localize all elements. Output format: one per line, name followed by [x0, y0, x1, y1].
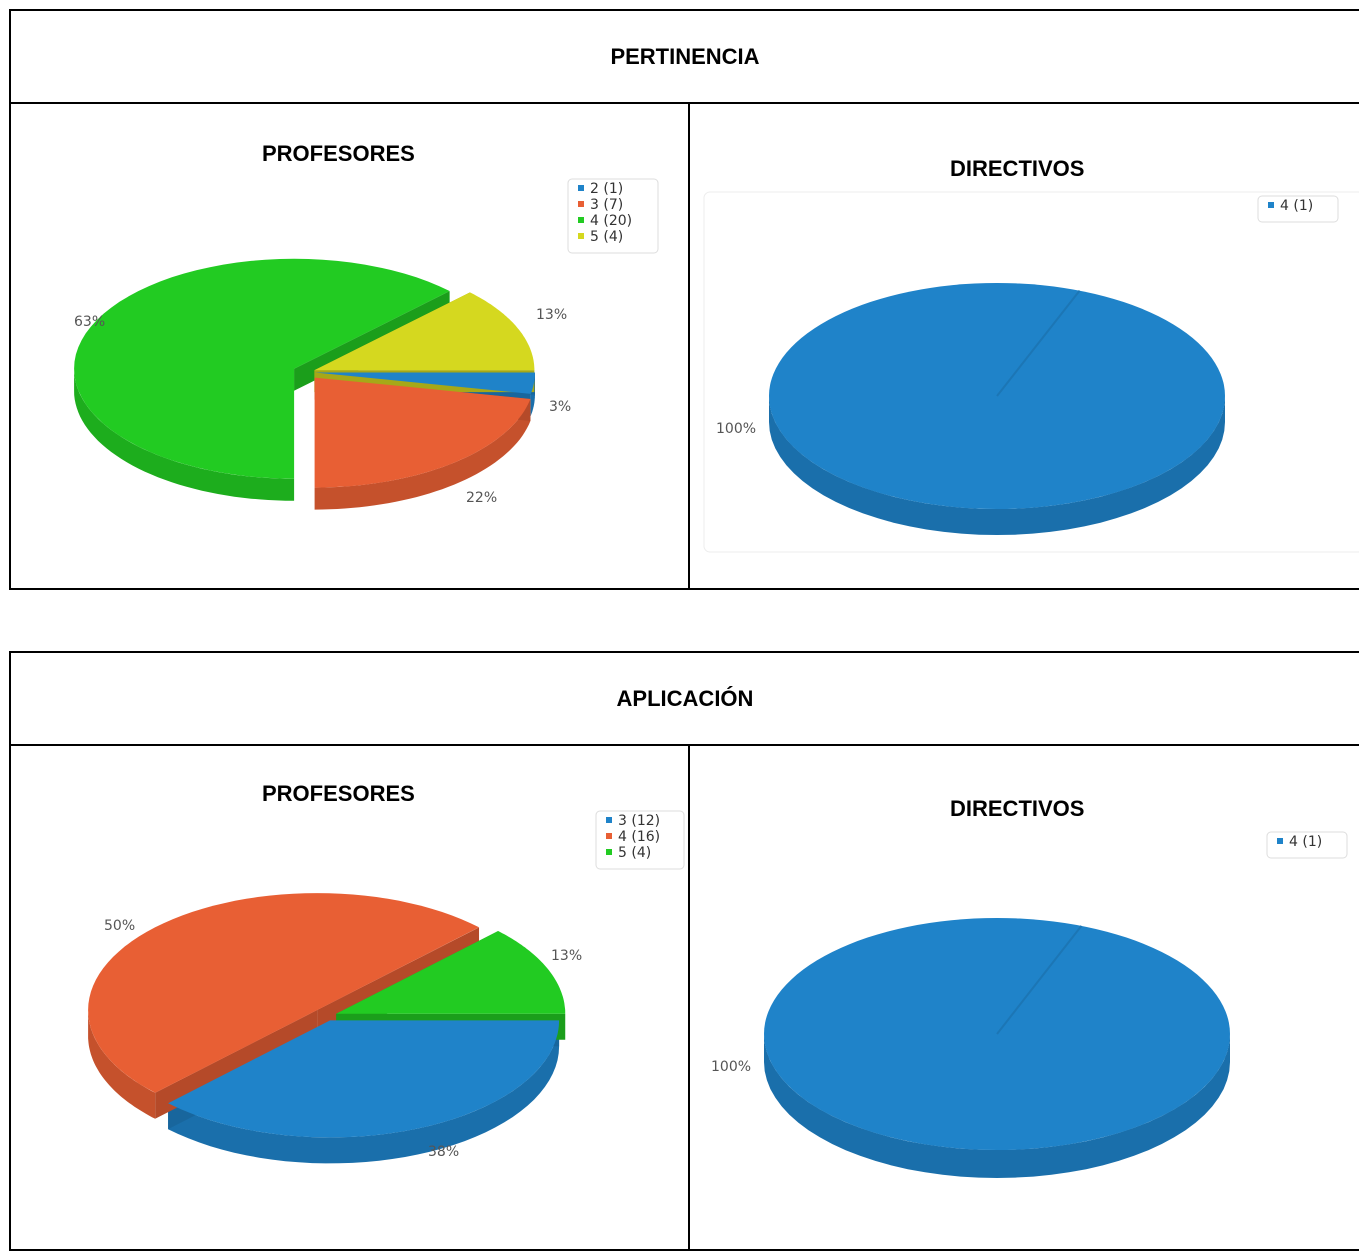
chart-cell-directivos: DIRECTIVOS 100% 4 (1): [690, 746, 1359, 1249]
pie-slice: [88, 893, 479, 1093]
legend: 4 (1): [1257, 195, 1339, 223]
pie-slices: [764, 918, 1230, 1178]
legend-item: 5 (4): [618, 845, 651, 861]
pie-slice-side: [74, 368, 295, 501]
legend-swatch: [1268, 202, 1274, 208]
legend-swatch: [606, 849, 612, 855]
legend-box: [595, 810, 685, 870]
section-pertinencia: PERTINENCIA PROFESORES 3% 22% 63% 13% 2 (1) 3…: [9, 9, 1359, 590]
legend-item: 2 (1): [590, 181, 623, 197]
legend-item: 3 (7): [590, 197, 623, 213]
pie-slices: [74, 258, 535, 510]
legend: 2 (1)3 (7)4 (20)5 (4): [567, 178, 659, 254]
chart-cell-profesores: PROFESORES 38% 50% 13% 3 (12) 4 (16) 5 (4): [11, 746, 690, 1249]
legend-item: 4 (1): [1289, 834, 1322, 850]
chart-title: DIRECTIVOS: [950, 156, 1085, 181]
percent-label: 13%: [536, 307, 567, 323]
legend: 4 (1): [1266, 831, 1348, 859]
pie-chart: 38% 50% 13% 3 (12)4 (16)5 (4): [88, 810, 685, 1164]
chart-title: DIRECTIVOS: [950, 796, 1085, 821]
legend-item: 3 (12): [618, 813, 660, 829]
legend-item: 4 (1): [1280, 198, 1313, 214]
pie-slice-side: [769, 396, 1225, 535]
legend-item: 5 (4): [590, 229, 623, 245]
pie-seam: [996, 925, 1083, 1035]
pie-slices: [88, 893, 566, 1164]
pie-slice-side: [88, 1010, 156, 1119]
legend-swatch: [606, 817, 612, 823]
chart-cell-directivos: DIRECTIVOS 100% 4 (1): [690, 104, 1359, 588]
legend-swatch: [578, 185, 584, 191]
legend-item: 4 (20): [590, 213, 632, 229]
pie-slice: [74, 258, 450, 479]
chart-title: PROFESORES: [262, 141, 415, 166]
pie-chart: 100% 4 (1): [711, 831, 1348, 1178]
pie-slice-side: [764, 1034, 1230, 1178]
percent-label: 63%: [74, 314, 105, 330]
percent-label: 50%: [104, 918, 135, 934]
chart-title: PROFESORES: [262, 781, 415, 806]
legend-item: 4 (16): [618, 829, 660, 845]
percent-label: 3%: [549, 399, 571, 415]
pie-chart: 100% 4 (1): [703, 191, 1359, 553]
pie-slice: [168, 1020, 560, 1138]
percent-label: 100%: [711, 1059, 751, 1075]
section-title: PERTINENCIA: [11, 11, 1359, 104]
legend-swatch: [578, 233, 584, 239]
pie-seam: [996, 290, 1081, 397]
pie-chart: 3% 22% 63% 13% 2 (1)3 (7)4 (20)5 (4): [74, 178, 659, 510]
section-title: APLICACIÓN: [11, 653, 1359, 746]
legend-box: [1266, 831, 1348, 859]
plot-frame: [703, 191, 1359, 553]
percent-label: 13%: [551, 948, 582, 964]
chart-cell-profesores: PROFESORES 3% 22% 63% 13% 2 (1) 3 (7) 4 (20) 5 …: [11, 104, 690, 588]
legend-swatch: [578, 201, 584, 207]
pie-slice: [315, 372, 535, 394]
pie-slices: [769, 283, 1225, 535]
pie-slice: [336, 931, 566, 1014]
pie-slice: [314, 377, 531, 488]
percent-label: 100%: [716, 421, 756, 437]
percent-label: 38%: [428, 1144, 459, 1160]
legend: 3 (12)4 (16)5 (4): [595, 810, 685, 870]
legend-box: [1257, 195, 1339, 223]
pie-slice-side: [314, 399, 531, 510]
section-aplicacion: APLICACIÓN PROFESORES 38% 50% 13% 3 (12) 4 (…: [9, 651, 1359, 1251]
pie-slice: [314, 292, 535, 371]
percent-label: 22%: [466, 490, 497, 506]
pie-slice-side: [168, 1020, 560, 1164]
legend-box: [567, 178, 659, 254]
legend-swatch: [606, 833, 612, 839]
legend-swatch: [578, 217, 584, 223]
legend-swatch: [1277, 838, 1283, 844]
